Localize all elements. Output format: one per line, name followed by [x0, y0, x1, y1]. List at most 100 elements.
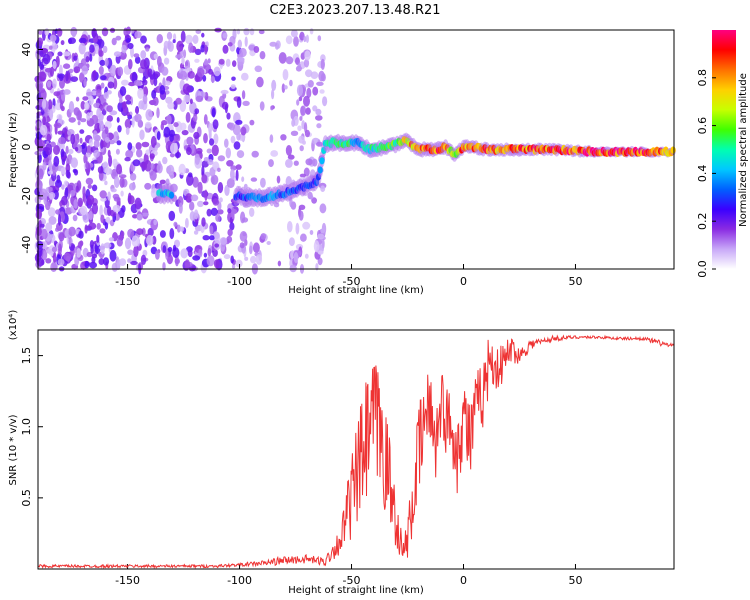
spectrogram-noise-cell	[244, 36, 248, 47]
spectrogram-noise-cell	[124, 237, 132, 250]
spectrogram-noise-cell	[35, 226, 42, 237]
spectrogram-noise-cell	[283, 85, 288, 90]
spectrogram-noise-cell	[282, 69, 289, 81]
snr-y-axis-label: SNR (10 * v/v)	[8, 414, 19, 485]
spectrogram-noise-cell	[203, 133, 208, 144]
spectrogram-noise-cell	[209, 167, 216, 177]
spectrogram-noise-cell	[192, 113, 198, 122]
spectrogram-noise-cell	[119, 258, 127, 266]
spectrogram-noise-cell	[96, 222, 101, 230]
spectrogram-noise-cell	[143, 153, 149, 165]
spectrogram-noise-cell	[65, 70, 69, 82]
spectrogram-y-tick-label: -20	[20, 187, 33, 205]
spectrogram-noise-cell	[77, 121, 81, 126]
spectrogram-noise-cell	[189, 211, 196, 221]
spectrogram-noise-cell	[293, 160, 299, 166]
spectrogram-noise-cell	[107, 191, 111, 201]
spectrogram-noise-cell	[98, 245, 106, 250]
spectrogram-noise-cell	[243, 27, 250, 36]
spectrogram-cells	[34, 26, 677, 275]
snr-panel: -150 -100 -50 0 50 0.5 1.0 1.5 Height of straig…	[8, 310, 675, 596]
spectrogram-noise-cell	[317, 35, 322, 42]
spectrogram-noise-cell	[142, 94, 148, 105]
spectrogram-noise-cell	[237, 39, 242, 49]
spectrogram-noise-cell	[271, 79, 277, 91]
spectrogram-noise-cell	[269, 134, 274, 143]
spectrogram-noise-cell	[68, 234, 72, 247]
spectrogram-noise-cell	[227, 42, 233, 47]
spectrogram-noise-cell	[78, 37, 87, 44]
spectrogram-noise-cell	[236, 96, 242, 108]
spectrogram-panel: -150 -100 -50 0 50 -40 -20 0 20 40 Height of stra…	[8, 26, 677, 296]
spectrogram-noise-cell	[149, 153, 155, 160]
spectrogram-noise-cell	[255, 254, 263, 265]
spectrogram-noise-cell	[217, 182, 224, 194]
spectrogram-noise-cell	[53, 91, 61, 97]
spectrogram-noise-cell	[235, 169, 239, 181]
spectrogram-noise-cell	[75, 185, 79, 193]
spectrogram-noise-cell	[47, 207, 56, 218]
spectrogram-noise-cell	[166, 114, 172, 125]
spectrogram-noise-cell	[174, 258, 180, 265]
spectrogram-noise-cell	[169, 153, 175, 158]
spectrogram-noise-cell	[305, 69, 313, 78]
spectrogram-noise-cell	[312, 86, 319, 96]
spectrogram-noise-cell	[296, 99, 300, 106]
spectrogram-noise-cell	[230, 168, 235, 180]
spectrogram-noise-cell	[53, 145, 60, 155]
spectrogram-noise-cell	[136, 148, 143, 158]
spectrogram-noise-cell	[150, 135, 157, 148]
spectrogram-noise-cell	[305, 34, 309, 43]
spectrogram-noise-cell	[201, 160, 209, 168]
spectrogram-noise-cell	[108, 237, 115, 242]
spectrogram-noise-cell	[116, 237, 123, 247]
spectrogram-noise-cell	[83, 78, 87, 87]
spectrogram-noise-cell	[240, 211, 246, 224]
spectrogram-noise-cell	[134, 107, 139, 114]
spectrogram-noise-cell	[266, 241, 271, 245]
spectrogram-noise-cell	[291, 119, 296, 127]
spectrogram-noise-cell	[42, 53, 51, 65]
spectrogram-noise-cell	[128, 58, 133, 70]
spectrogram-noise-cell	[51, 246, 58, 253]
spectrogram-noise-cell	[127, 258, 132, 263]
spectrogram-noise-cell	[102, 45, 108, 54]
spectrogram-noise-cell	[309, 230, 314, 235]
spectrogram-noise-cell	[140, 59, 147, 70]
spectrogram-noise-cell	[68, 37, 76, 44]
spectrogram-noise-cell	[250, 177, 258, 182]
spectrogram-noise-cell	[88, 222, 97, 230]
spectrogram-noise-cell	[42, 98, 47, 109]
spectrogram-noise-cell	[56, 222, 63, 231]
spectrogram-noise-cell	[232, 60, 237, 67]
spectrogram-noise-cell	[222, 32, 228, 39]
spectrogram-noise-cell	[196, 67, 205, 78]
spectrogram-noise-cell	[308, 195, 314, 200]
spectrogram-noise-cell	[166, 254, 173, 265]
spectrogram-noise-cell	[129, 173, 137, 181]
spectrogram-noise-cell	[169, 129, 175, 138]
spectrogram-noise-cell	[146, 234, 154, 246]
spectrogram-noise-cell	[45, 157, 49, 163]
spectrogram-noise-cell	[303, 95, 310, 107]
snr-y-tick-label: 1.0	[20, 418, 33, 436]
spectrogram-noise-cell	[210, 76, 216, 83]
spectrogram-noise-cell	[73, 199, 78, 209]
spectrogram-noise-cell	[213, 66, 221, 77]
spectrogram-noise-cell	[132, 214, 138, 219]
spectrogram-noise-cell	[166, 164, 175, 176]
spectrogram-noise-cell	[192, 176, 199, 188]
spectrogram-noise-cell	[112, 158, 118, 167]
spectrogram-noise-cell	[212, 119, 219, 130]
spectrogram-noise-cell	[185, 61, 189, 67]
spectrogram-noise-cell	[320, 73, 326, 82]
spectrogram-noise-cell	[175, 97, 182, 105]
spectrogram-noise-cell	[80, 100, 86, 110]
spectrogram-noise-cell	[309, 28, 314, 35]
spectrogram-noise-cell	[235, 259, 243, 268]
spectrogram-noise-cell	[179, 226, 185, 232]
spectrogram-noise-cell	[179, 70, 188, 81]
spectrogram-noise-cell	[96, 234, 100, 243]
spectrogram-noise-cell	[149, 170, 157, 181]
spectrogram-noise-cell	[92, 202, 98, 215]
